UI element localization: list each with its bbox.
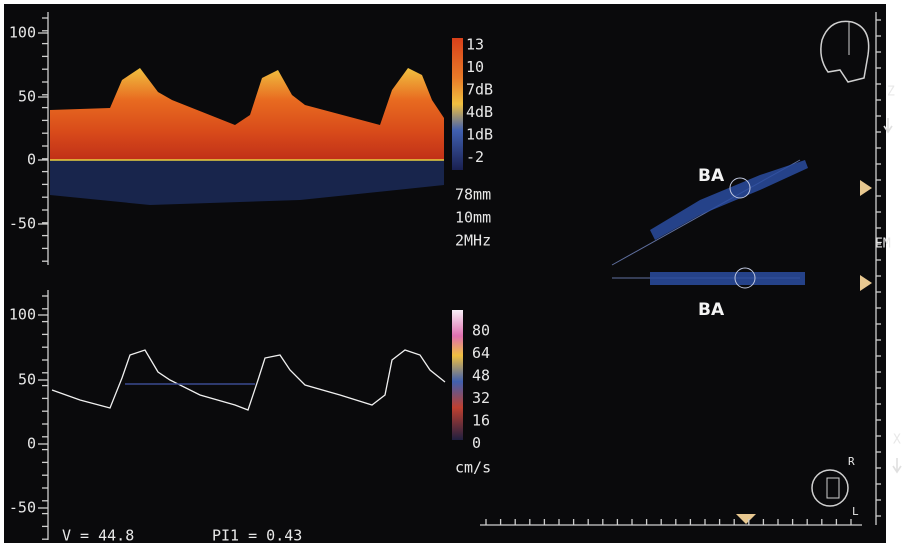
db-scale-label: 7dB <box>466 81 493 99</box>
db-colorbar <box>452 38 463 170</box>
y-tick-label: -50 <box>9 215 36 233</box>
db-scale-label: 13 <box>466 36 484 54</box>
pi-readout: PI1 = 0.43 <box>212 527 302 545</box>
side-label: Z <box>887 85 895 100</box>
velocity-readout: V = 44.8 <box>62 527 134 545</box>
probe-param: 2MHz <box>455 232 491 250</box>
probe-param: 78mm <box>455 186 491 204</box>
velocity-scale-label: 80 <box>472 322 490 340</box>
velocity-scale-label: 48 <box>472 367 490 385</box>
db-scale-label: 10 <box>466 58 484 76</box>
side-label: R <box>848 455 855 468</box>
velocity-scale-label: 64 <box>472 344 490 362</box>
y-tick-label: 50 <box>18 88 36 106</box>
db-scale-label: 4dB <box>466 103 493 121</box>
velocity-colorbar <box>452 310 463 440</box>
side-label: L <box>852 505 859 518</box>
db-scale-label: 1dB <box>466 126 493 144</box>
arrow <box>884 118 901 472</box>
velocity-scale-label: 32 <box>472 389 490 407</box>
page: {"spectrum_panel": {"yticks": ["100", "5… <box>0 0 905 547</box>
velocity-unit: cm/s <box>455 459 491 477</box>
y-tick-label: 100 <box>9 24 36 42</box>
probe-param: 10mm <box>455 209 491 227</box>
vessel-label: BA <box>698 300 725 320</box>
y-tick-label: -50 <box>9 499 36 517</box>
y-tick-label: 0 <box>27 151 36 169</box>
screen: 100 50 0 -50 100 50 0 -50 13 10 7dB 4dB 1dB -2 78mm 10m… <box>0 0 905 547</box>
velocity-scale-label: 16 <box>472 412 490 430</box>
side-label: X <box>893 433 901 448</box>
vessel <box>650 272 805 285</box>
velocity-scale-label: 0 <box>472 434 481 452</box>
y-tick-label: 0 <box>27 435 36 453</box>
y-tick-label: 50 <box>18 371 36 389</box>
vessel-label: BA <box>698 166 725 186</box>
db-scale-label: -2 <box>466 148 484 166</box>
y-tick-label: 100 <box>9 306 36 324</box>
